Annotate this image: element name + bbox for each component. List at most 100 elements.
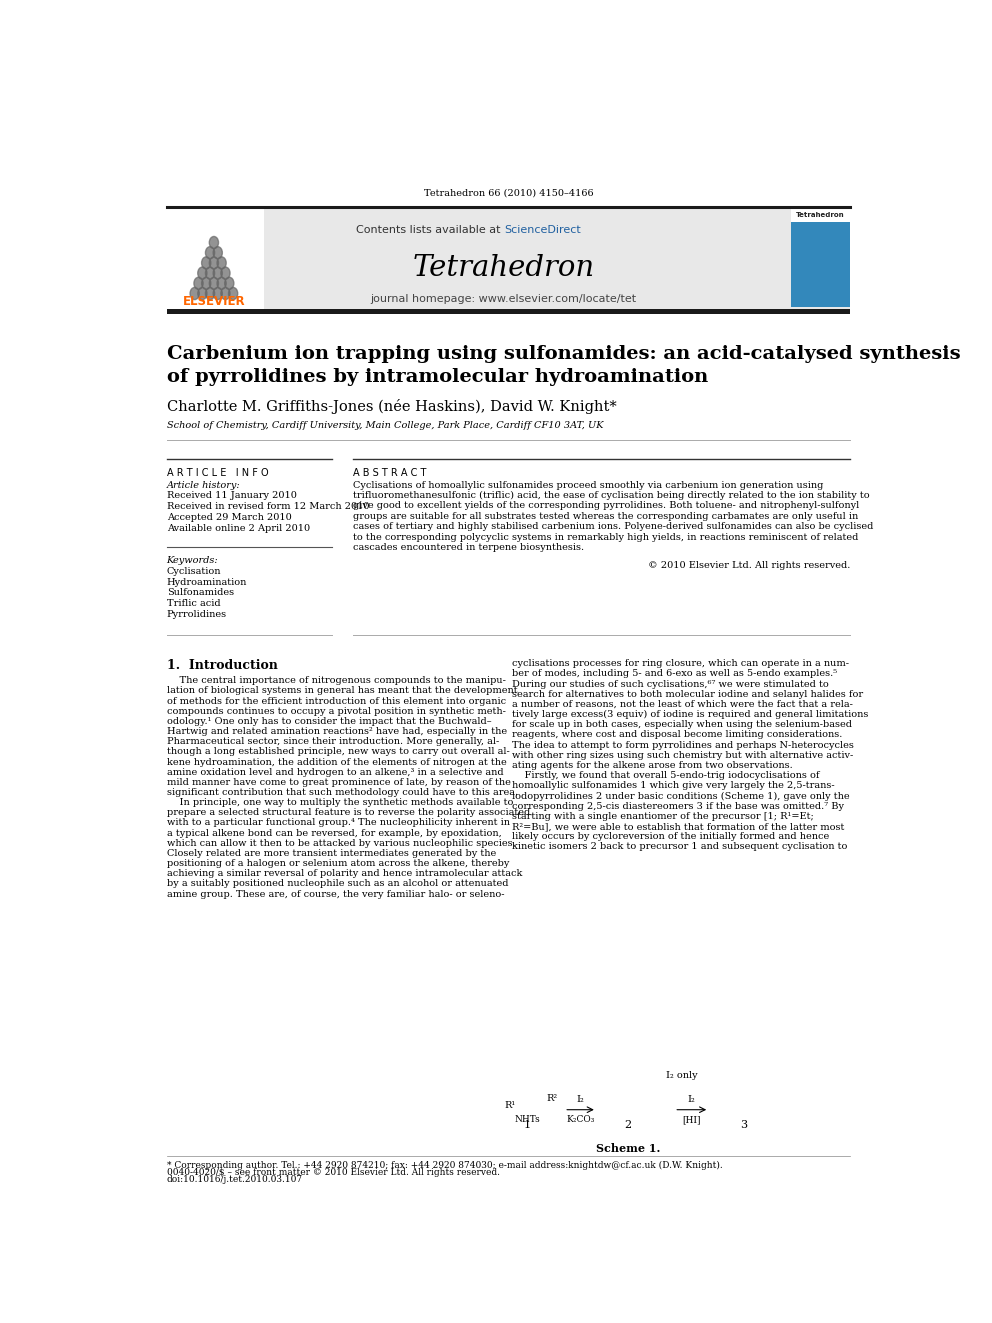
Circle shape bbox=[217, 257, 226, 269]
Text: The central importance of nitrogenous compounds to the manipu-: The central importance of nitrogenous co… bbox=[167, 676, 506, 685]
Text: School of Chemistry, Cardiff University, Main College, Park Place, Cardiff CF10 : School of Chemistry, Cardiff University,… bbox=[167, 421, 603, 430]
FancyBboxPatch shape bbox=[791, 209, 850, 307]
Text: Article history:: Article history: bbox=[167, 480, 240, 490]
Text: Sulfonamides: Sulfonamides bbox=[167, 589, 234, 598]
Text: likely occurs by cycloreversion of the initially formed and hence: likely occurs by cycloreversion of the i… bbox=[512, 832, 828, 841]
Circle shape bbox=[197, 287, 207, 299]
Text: R²=Bu], we were able to establish that formation of the latter most: R²=Bu], we were able to establish that f… bbox=[512, 822, 844, 831]
Text: K₂CO₃: K₂CO₃ bbox=[566, 1115, 594, 1125]
Text: of methods for the efficient introduction of this element into organic: of methods for the efficient introductio… bbox=[167, 696, 506, 705]
Text: Available online 2 April 2010: Available online 2 April 2010 bbox=[167, 524, 310, 533]
Text: trifluoromethanesulfonic (triflic) acid, the ease of cyclisation being directly : trifluoromethanesulfonic (triflic) acid,… bbox=[352, 491, 869, 500]
Text: journal homepage: www.elsevier.com/locate/tet: journal homepage: www.elsevier.com/locat… bbox=[371, 294, 637, 304]
Text: A R T I C L E   I N F O: A R T I C L E I N F O bbox=[167, 468, 268, 479]
Text: cascades encountered in terpene biosynthesis.: cascades encountered in terpene biosynth… bbox=[352, 542, 583, 552]
Text: amine oxidation level and hydrogen to an alkene,³ in a selective and: amine oxidation level and hydrogen to an… bbox=[167, 767, 503, 777]
Text: ating agents for the alkene arose from two observations.: ating agents for the alkene arose from t… bbox=[512, 761, 793, 770]
Text: of pyrrolidines by intramolecular hydroamination: of pyrrolidines by intramolecular hydroa… bbox=[167, 368, 708, 386]
Text: kene hydroamination, the addition of the elements of nitrogen at the: kene hydroamination, the addition of the… bbox=[167, 758, 506, 766]
Text: Scheme 1.: Scheme 1. bbox=[595, 1143, 660, 1154]
Text: compounds continues to occupy a pivotal position in synthetic meth-: compounds continues to occupy a pivotal … bbox=[167, 706, 506, 716]
FancyBboxPatch shape bbox=[791, 209, 850, 222]
Text: Tetrahedron: Tetrahedron bbox=[796, 212, 844, 218]
Text: with to a particular functional group.⁴ The nucleophilicity inherent in: with to a particular functional group.⁴ … bbox=[167, 819, 510, 827]
Text: give good to excellent yields of the corresponding pyrrolidines. Both toluene- a: give good to excellent yields of the cor… bbox=[352, 501, 859, 511]
Text: Received 11 January 2010: Received 11 January 2010 bbox=[167, 491, 297, 500]
Text: Received in revised form 12 March 2010: Received in revised form 12 March 2010 bbox=[167, 503, 369, 511]
Text: Tetrahedron 66 (2010) 4150–4166: Tetrahedron 66 (2010) 4150–4166 bbox=[424, 189, 593, 198]
Circle shape bbox=[209, 257, 218, 269]
Text: 1: 1 bbox=[524, 1121, 531, 1130]
Text: I₂: I₂ bbox=[687, 1095, 695, 1105]
Text: by a suitably positioned nucleophile such as an alcohol or attenuated: by a suitably positioned nucleophile suc… bbox=[167, 880, 508, 889]
Text: Contents lists available at: Contents lists available at bbox=[356, 225, 504, 235]
FancyBboxPatch shape bbox=[167, 308, 850, 315]
Circle shape bbox=[205, 267, 214, 279]
Text: Hydroamination: Hydroamination bbox=[167, 578, 247, 586]
Text: starting with a single enantiomer of the precursor [1; R¹=Et;: starting with a single enantiomer of the… bbox=[512, 812, 813, 820]
Text: search for alternatives to both molecular iodine and selanyl halides for: search for alternatives to both molecula… bbox=[512, 689, 863, 699]
Circle shape bbox=[213, 287, 222, 299]
Text: 3: 3 bbox=[740, 1121, 748, 1130]
Text: ScienceDirect: ScienceDirect bbox=[504, 225, 580, 235]
Circle shape bbox=[190, 287, 199, 299]
Text: R²: R² bbox=[547, 1094, 558, 1102]
Text: I₂: I₂ bbox=[576, 1095, 584, 1105]
Circle shape bbox=[221, 287, 230, 299]
Text: R¹: R¹ bbox=[504, 1101, 516, 1110]
Text: I₂ only: I₂ only bbox=[667, 1070, 697, 1080]
Text: corresponding 2,5-cis diastereomers 3 if the base was omitted.⁷ By: corresponding 2,5-cis diastereomers 3 if… bbox=[512, 802, 843, 811]
Text: * Corresponding author. Tel.: +44 2920 874210; fax: +44 2920 874030; e-mail addr: * Corresponding author. Tel.: +44 2920 8… bbox=[167, 1162, 722, 1171]
Text: significant contribution that such methodology could have to this area.: significant contribution that such metho… bbox=[167, 789, 518, 796]
Text: ber of modes, including 5- and 6-exo as well as 5-endo examples.⁵: ber of modes, including 5- and 6-exo as … bbox=[512, 669, 836, 679]
Text: though a long established principle, new ways to carry out overall al-: though a long established principle, new… bbox=[167, 747, 509, 757]
Text: Cyclisations of homoallylic sulfonamides proceed smoothly via carbenium ion gene: Cyclisations of homoallylic sulfonamides… bbox=[352, 480, 823, 490]
Text: Triflic acid: Triflic acid bbox=[167, 599, 220, 609]
Circle shape bbox=[209, 237, 218, 249]
Text: Keywords:: Keywords: bbox=[167, 556, 218, 565]
Text: Closely related are more transient intermediates generated by the: Closely related are more transient inter… bbox=[167, 849, 496, 859]
Text: Accepted 29 March 2010: Accepted 29 March 2010 bbox=[167, 513, 292, 523]
Text: amine group. These are, of course, the very familiar halo- or seleno-: amine group. These are, of course, the v… bbox=[167, 889, 504, 898]
Text: Charlotte M. Griffiths-Jones (née Haskins), David W. Knight*: Charlotte M. Griffiths-Jones (née Haskin… bbox=[167, 400, 616, 414]
Circle shape bbox=[193, 278, 203, 290]
Text: homoallylic sulfonamides 1 which give very largely the 2,5-trans-: homoallylic sulfonamides 1 which give ve… bbox=[512, 781, 834, 790]
Text: a typical alkene bond can be reversed, for example, by epoxidation,: a typical alkene bond can be reversed, f… bbox=[167, 828, 501, 837]
Circle shape bbox=[201, 257, 211, 269]
Text: reagents, where cost and disposal become limiting considerations.: reagents, where cost and disposal become… bbox=[512, 730, 842, 740]
Text: with other ring sizes using such chemistry but with alternative activ-: with other ring sizes using such chemist… bbox=[512, 750, 853, 759]
Circle shape bbox=[197, 267, 207, 279]
Text: kinetic isomers 2 back to precursor 1 and subsequent cyclisation to: kinetic isomers 2 back to precursor 1 an… bbox=[512, 843, 847, 851]
Text: A B S T R A C T: A B S T R A C T bbox=[352, 468, 426, 479]
Text: Firstly, we found that overall 5-endo-trig iodocyclisations of: Firstly, we found that overall 5-endo-tr… bbox=[512, 771, 819, 781]
Text: for scale up in both cases, especially when using the selenium-based: for scale up in both cases, especially w… bbox=[512, 720, 851, 729]
Text: The idea to attempt to form pyrrolidines and perhaps N-heterocycles: The idea to attempt to form pyrrolidines… bbox=[512, 741, 853, 750]
Text: 2: 2 bbox=[624, 1121, 631, 1130]
Text: groups are suitable for all substrates tested whereas the corresponding carbamat: groups are suitable for all substrates t… bbox=[352, 512, 858, 521]
Circle shape bbox=[228, 287, 238, 299]
Circle shape bbox=[213, 246, 222, 259]
Text: ELSEVIER: ELSEVIER bbox=[183, 295, 245, 308]
Text: Carbenium ion trapping using sulfonamides: an acid-catalysed synthesis: Carbenium ion trapping using sulfonamide… bbox=[167, 345, 960, 363]
Circle shape bbox=[217, 278, 226, 290]
Text: Pyrrolidines: Pyrrolidines bbox=[167, 610, 227, 619]
Text: doi:10.1016/j.tet.2010.03.107: doi:10.1016/j.tet.2010.03.107 bbox=[167, 1175, 303, 1184]
Text: NHTs: NHTs bbox=[514, 1115, 540, 1125]
Circle shape bbox=[205, 287, 214, 299]
Text: During our studies of such cyclisations,⁶⁷ we were stimulated to: During our studies of such cyclisations,… bbox=[512, 680, 828, 688]
Text: © 2010 Elsevier Ltd. All rights reserved.: © 2010 Elsevier Ltd. All rights reserved… bbox=[648, 561, 850, 570]
FancyBboxPatch shape bbox=[167, 208, 264, 308]
Text: iodopyrrolidines 2 under basic conditions (Scheme 1), gave only the: iodopyrrolidines 2 under basic condition… bbox=[512, 791, 849, 800]
Text: a number of reasons, not the least of which were the fact that a rela-: a number of reasons, not the least of wh… bbox=[512, 700, 852, 709]
Circle shape bbox=[201, 278, 211, 290]
Circle shape bbox=[213, 267, 222, 279]
Text: tively large excess(3 equiv) of iodine is required and general limitations: tively large excess(3 equiv) of iodine i… bbox=[512, 710, 868, 720]
Text: prepare a selected structural feature is to reverse the polarity associated: prepare a selected structural feature is… bbox=[167, 808, 530, 818]
Text: odology.¹ One only has to consider the impact that the Buchwald–: odology.¹ One only has to consider the i… bbox=[167, 717, 491, 726]
Circle shape bbox=[209, 278, 218, 290]
Text: In principle, one way to multiply the synthetic methods available to: In principle, one way to multiply the sy… bbox=[167, 798, 513, 807]
Text: Cyclisation: Cyclisation bbox=[167, 566, 221, 576]
Text: [HI]: [HI] bbox=[682, 1115, 700, 1125]
Text: 1.  Introduction: 1. Introduction bbox=[167, 659, 278, 672]
Text: which can allow it then to be attacked by various nucleophilic species.: which can allow it then to be attacked b… bbox=[167, 839, 516, 848]
